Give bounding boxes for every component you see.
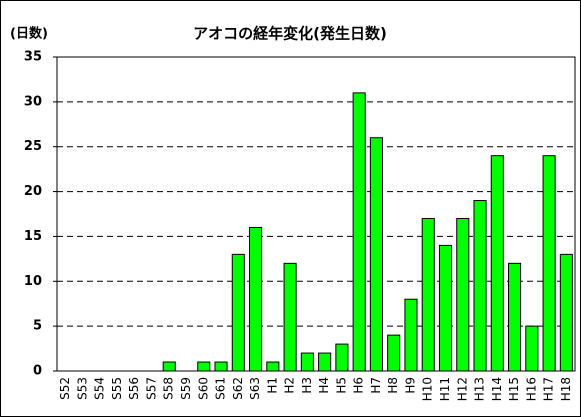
x-tick-label: H3 xyxy=(300,377,314,394)
x-tick-label: H11 xyxy=(438,377,452,401)
x-tick-label: S61 xyxy=(214,377,228,400)
x-tick-label: S58 xyxy=(162,377,176,400)
y-axis-label: (日数) xyxy=(10,26,48,42)
bar xyxy=(421,217,435,372)
bar xyxy=(490,155,504,372)
x-tick-label: H5 xyxy=(334,377,348,394)
bar xyxy=(559,253,573,372)
x-tick-label: S53 xyxy=(75,377,89,400)
x-tick-label: H7 xyxy=(369,377,383,394)
x-tick-label: S55 xyxy=(110,377,124,400)
y-tick-label: 35 xyxy=(24,50,42,65)
bar xyxy=(542,155,556,372)
x-tick-label: H1 xyxy=(265,377,279,394)
bar xyxy=(266,361,280,372)
y-tick-label: 0 xyxy=(33,364,42,379)
y-tick-label: 30 xyxy=(24,94,42,109)
bar xyxy=(387,334,401,372)
x-tick-label: S62 xyxy=(231,377,245,400)
bar xyxy=(525,325,539,372)
x-tick-label: S57 xyxy=(144,377,158,400)
y-tick-label: 25 xyxy=(24,139,42,154)
y-tick-label: 5 xyxy=(33,319,42,334)
x-tick-label: H2 xyxy=(283,377,297,394)
bar xyxy=(283,262,297,372)
y-tick-label: 20 xyxy=(24,184,42,199)
x-tick-label: H17 xyxy=(542,377,556,401)
x-tick-label: H13 xyxy=(473,377,487,401)
bar xyxy=(352,92,366,372)
x-tick-label: H16 xyxy=(524,377,538,401)
plot-frame xyxy=(56,56,576,372)
x-tick-label: H4 xyxy=(317,377,331,394)
x-tick-label: H12 xyxy=(455,377,469,401)
bar xyxy=(318,352,332,372)
x-tick-label: H8 xyxy=(386,377,400,394)
bar xyxy=(456,217,470,372)
bar xyxy=(197,361,211,372)
bar xyxy=(438,244,453,372)
x-tick-label: S60 xyxy=(196,377,210,400)
x-tick-label: S52 xyxy=(58,377,72,400)
y-tick-label: 15 xyxy=(24,229,42,244)
bar xyxy=(508,262,522,372)
x-tick-label: H18 xyxy=(559,377,573,401)
bar xyxy=(162,361,176,372)
bar xyxy=(404,298,418,372)
bar xyxy=(335,343,349,372)
x-tick-label: S56 xyxy=(127,377,141,400)
x-tick-label: H10 xyxy=(421,377,435,401)
x-tick-label: S59 xyxy=(179,377,193,400)
x-tick-label: H9 xyxy=(403,377,417,394)
bar xyxy=(473,200,487,372)
bar xyxy=(231,253,245,372)
bar xyxy=(300,352,314,372)
y-tick-label: 10 xyxy=(24,274,42,289)
x-tick-label: H14 xyxy=(490,377,504,401)
x-tick-label: S63 xyxy=(248,377,262,400)
bar xyxy=(249,226,263,372)
x-tick-label: H15 xyxy=(507,377,521,401)
bar xyxy=(214,361,228,372)
x-tick-label: H6 xyxy=(352,377,366,394)
x-tick-label: S54 xyxy=(93,377,107,400)
chart-title: アオコの経年変化(発生日数) xyxy=(193,25,387,43)
bar xyxy=(369,137,383,372)
